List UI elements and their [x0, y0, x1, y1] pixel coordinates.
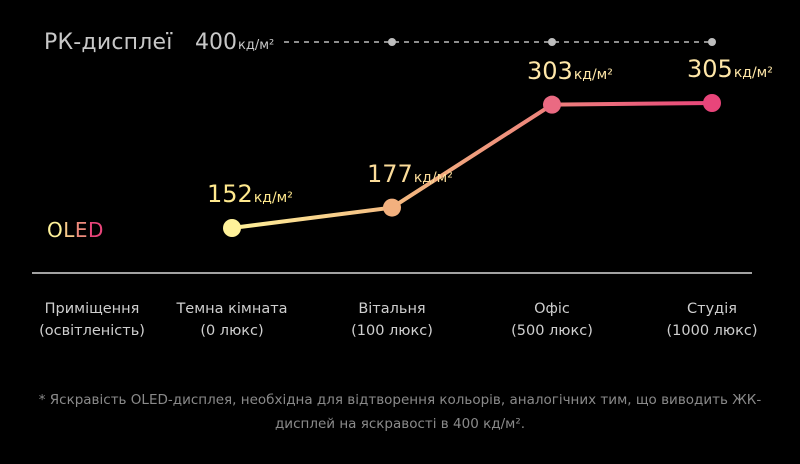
footnote: * Яскравість OLED-дисплея, необхідна для…	[38, 392, 762, 432]
oled-value-unit: кд/м²	[413, 169, 453, 186]
oled-value-unit: кд/м²	[253, 190, 293, 206]
oled-value-number: 305	[687, 55, 733, 83]
oled-value-number: 303	[527, 56, 573, 85]
lcd-point-2	[388, 38, 396, 46]
lcd-value-label: 400кд/м²	[195, 30, 274, 55]
x-tick-sub: (100 люкс)	[351, 323, 433, 339]
oled-point-4	[703, 94, 721, 112]
oled-value-unit: кд/м²	[733, 65, 773, 81]
lcd-point-3	[548, 38, 556, 46]
oled-label-letter: E	[74, 218, 89, 242]
x-tick-label-3: Офіс (500 люкс)	[477, 298, 627, 342]
lcd-series	[284, 38, 716, 46]
lcd-value-number: 400	[195, 30, 237, 55]
x-tick-name: Офіс	[534, 301, 570, 317]
oled-value-label-3: 303кд/м²	[527, 57, 613, 85]
x-tick-name: Вітальня	[358, 301, 426, 317]
x-axis-title-line1: Приміщення	[44, 301, 140, 317]
x-tick-name: Темна кімната	[176, 301, 288, 317]
oled-series	[223, 94, 721, 237]
x-tick-name: Студія	[687, 301, 737, 317]
x-tick-label-2: Вітальня (100 люкс)	[317, 298, 467, 342]
x-tick-label-4: Студія (1000 люкс)	[637, 298, 787, 342]
oled-label-letter: O	[47, 218, 64, 242]
oled-series-label: OLED	[47, 218, 104, 242]
lcd-series-label: РК-дисплеї	[44, 30, 173, 55]
oled-value-label-1: 152кд/м²	[207, 180, 293, 208]
oled-point-1	[223, 219, 241, 237]
x-tick-label-1: Темна кімната (0 люкс)	[157, 298, 307, 342]
oled-line	[231, 101, 713, 230]
x-axis-title: Приміщення (освітленість)	[17, 298, 167, 342]
lcd-value-unit: кд/м²	[238, 38, 275, 53]
x-tick-sub: (500 люкс)	[511, 323, 593, 339]
x-axis-title-line2: (освітленість)	[39, 323, 145, 339]
x-tick-sub: (0 люкс)	[200, 323, 264, 339]
oled-value-unit: кд/м²	[573, 66, 613, 83]
oled-label-letter: D	[88, 218, 104, 242]
oled-value-number: 152	[207, 180, 253, 208]
oled-point-2	[383, 198, 401, 217]
oled-label-letter: L	[63, 218, 75, 242]
x-tick-sub: (1000 люкс)	[666, 323, 758, 339]
lcd-point-4	[708, 38, 716, 46]
oled-value-label-2: 177кд/м²	[367, 160, 453, 188]
oled-value-number: 177	[367, 159, 413, 188]
oled-value-label-4: 305кд/м²	[687, 55, 773, 83]
oled-point-3	[543, 95, 561, 114]
